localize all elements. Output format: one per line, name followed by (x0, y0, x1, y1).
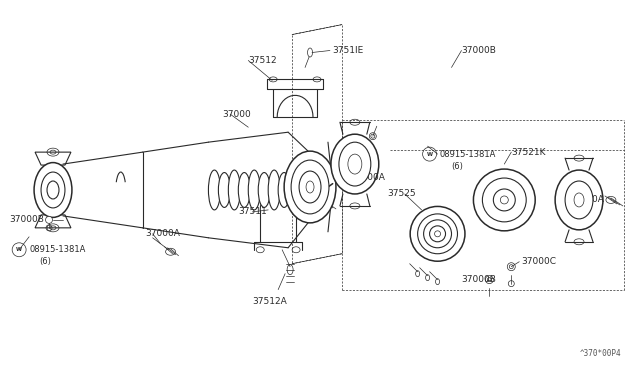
Ellipse shape (424, 220, 451, 248)
Ellipse shape (429, 226, 445, 242)
Text: 37521K: 37521K (511, 148, 546, 157)
Ellipse shape (238, 173, 250, 208)
Ellipse shape (218, 173, 230, 208)
Ellipse shape (284, 151, 336, 223)
Ellipse shape (268, 170, 280, 210)
Ellipse shape (258, 173, 270, 208)
Text: 37000C: 37000C (521, 257, 556, 266)
Ellipse shape (308, 48, 312, 57)
Ellipse shape (45, 217, 52, 223)
Text: W: W (16, 247, 22, 252)
Text: 37000B: 37000B (9, 215, 44, 224)
Ellipse shape (500, 196, 508, 204)
Text: (6): (6) (39, 257, 51, 266)
Ellipse shape (574, 193, 584, 207)
Text: 08915-1381A: 08915-1381A (440, 150, 496, 158)
Ellipse shape (248, 170, 260, 210)
Ellipse shape (41, 172, 65, 208)
Text: W: W (426, 152, 433, 157)
Text: 08915-1381A: 08915-1381A (29, 245, 86, 254)
Text: (6): (6) (451, 161, 463, 171)
Ellipse shape (435, 231, 440, 237)
Ellipse shape (339, 142, 371, 186)
Ellipse shape (331, 134, 379, 194)
Ellipse shape (493, 189, 515, 211)
Ellipse shape (228, 170, 240, 210)
Ellipse shape (474, 169, 535, 231)
Text: 37000A: 37000A (146, 229, 180, 238)
Ellipse shape (299, 171, 321, 203)
Ellipse shape (555, 170, 603, 230)
Ellipse shape (418, 214, 458, 254)
Text: 37000A: 37000A (350, 173, 385, 182)
Ellipse shape (34, 163, 72, 217)
Text: 37512: 37512 (248, 56, 277, 65)
Ellipse shape (410, 206, 465, 261)
Ellipse shape (209, 170, 220, 210)
Ellipse shape (291, 160, 329, 214)
Ellipse shape (565, 181, 593, 219)
Polygon shape (35, 215, 71, 228)
Polygon shape (35, 152, 71, 165)
Ellipse shape (278, 173, 290, 208)
Text: 37000A: 37000A (569, 195, 604, 205)
Ellipse shape (306, 181, 314, 193)
Text: 3751IE: 3751IE (332, 46, 364, 55)
Text: ^370*00P4: ^370*00P4 (579, 349, 621, 358)
Text: 37512A: 37512A (252, 297, 287, 306)
Text: 37000B: 37000B (461, 275, 497, 284)
Text: 37511: 37511 (238, 208, 267, 217)
Ellipse shape (47, 181, 59, 199)
Text: 37525: 37525 (388, 189, 417, 199)
Ellipse shape (348, 154, 362, 174)
Text: 37000: 37000 (222, 110, 251, 119)
Text: 37000B: 37000B (461, 46, 497, 55)
Ellipse shape (483, 178, 526, 222)
